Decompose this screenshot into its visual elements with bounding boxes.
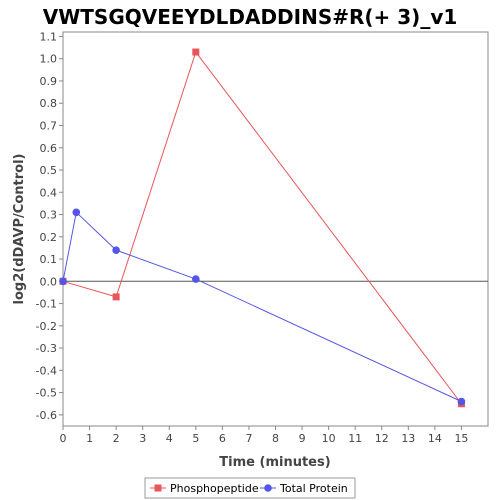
data-point (457, 397, 466, 406)
x-tick-label: 10 (322, 432, 336, 445)
x-tick-label: 8 (272, 432, 279, 445)
data-point (59, 277, 67, 286)
data-point (112, 293, 120, 301)
x-tick-label: 2 (113, 432, 120, 445)
legend-item: Total Protein (260, 482, 348, 495)
y-tick-label: 0.6 (40, 142, 58, 155)
y-tick-label: 0.0 (40, 275, 58, 288)
y-tick-label: 0.8 (40, 97, 58, 110)
y-tick-label: -0.4 (36, 364, 57, 377)
plot-area (62, 31, 489, 427)
x-tick-label: 6 (219, 432, 226, 445)
legend-label: Total Protein (279, 482, 348, 495)
legend-item: Phosphopeptide (150, 482, 259, 495)
y-tick-label: -0.1 (36, 298, 57, 311)
series-layer (59, 48, 466, 408)
y-axis-label: log2(dDAVP/Control) (12, 154, 27, 305)
x-tick-label: 11 (348, 432, 362, 445)
x-tick-label: 14 (428, 432, 442, 445)
x-tick-label: 0 (60, 432, 67, 445)
legend-marker (264, 484, 272, 492)
y-tick-label: 0.3 (40, 209, 58, 222)
y-axis: -0.6 -0.5 -0.4 -0.3 -0.2 -0.1 0.0 0.1 0.2 0.3 0.4 0… (36, 30, 63, 422)
data-point (72, 208, 81, 217)
x-tick-label: 12 (375, 432, 389, 445)
y-tick-label: -0.2 (36, 320, 57, 333)
y-tick-label: 0.2 (40, 231, 58, 244)
y-tick-label: -0.5 (36, 387, 57, 400)
y-tick-label: 0.7 (40, 119, 58, 132)
legend-label: Phosphopeptide (170, 482, 259, 495)
x-tick-label: 5 (192, 432, 199, 445)
data-point (192, 275, 200, 283)
y-tick-label: 0.4 (40, 186, 58, 199)
x-axis-label: Time (minutes) (219, 455, 330, 470)
x-tick-label: 1 (86, 432, 93, 445)
series-total-protein (59, 208, 466, 406)
x-axis: 0 1 2 3 4 5 6 7 8 9 10 11 12 13 14 15 (60, 426, 468, 445)
y-tick-label: -0.3 (36, 342, 57, 355)
data-point (112, 246, 120, 254)
x-tick-label: 7 (245, 432, 252, 445)
legend-marker (154, 484, 162, 492)
x-tick-label: 3 (139, 432, 146, 445)
y-tick-label: 1.1 (40, 30, 58, 43)
x-tick-label: 9 (299, 432, 306, 445)
y-tick-label: -0.6 (36, 409, 57, 422)
series-line (62, 50, 462, 405)
y-tick-label: 0.1 (40, 253, 58, 266)
legend-box (144, 477, 356, 499)
y-tick-label: 1.0 (40, 53, 58, 66)
chart-title: VWTSGQVEEYDLDADDINS#R(+ 3)_v1 (43, 5, 458, 29)
x-tick-label: 13 (401, 432, 415, 445)
y-tick-label: 0.9 (40, 75, 58, 88)
legend: Phosphopeptide Total Protein (144, 477, 356, 499)
x-tick-label: 15 (454, 432, 468, 445)
data-point (192, 48, 200, 56)
x-tick-label: 4 (166, 432, 173, 445)
y-tick-label: 0.5 (40, 164, 58, 177)
